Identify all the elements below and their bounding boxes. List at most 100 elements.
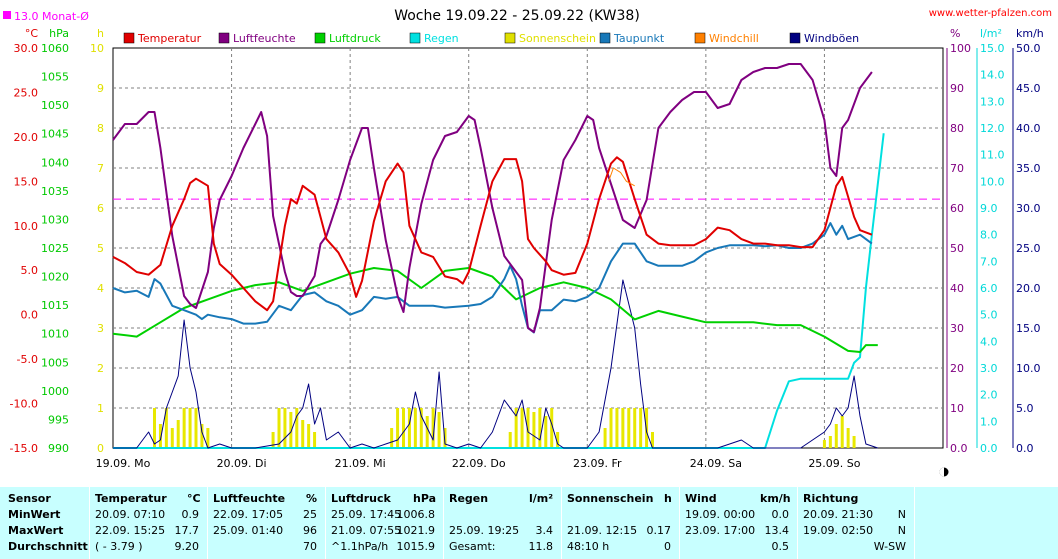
axis-tick-label: 45.0: [1016, 82, 1041, 95]
hdr-temperatur: Temperatur: [95, 492, 167, 505]
axis-tick-label: 9.0: [980, 202, 998, 215]
stats-table: Sensor Temperatur °C Luftfeuchte % Luftd…: [0, 487, 1058, 559]
stats-cell-s-time: 21.09. 12:15: [567, 524, 638, 537]
axis-tick-label: 70: [950, 162, 964, 175]
axis-tick-label: 15.0: [980, 42, 1005, 55]
chart-series: [112, 63, 885, 449]
stats-cell-lf-val: 96: [303, 524, 317, 537]
axis-tick-label: 35.0: [1016, 162, 1041, 175]
legend-swatch: [218, 32, 230, 44]
stats-cell-ld-time: 21.09. 07:55: [331, 524, 402, 537]
stats-cell-r-val: 3.4: [535, 524, 554, 537]
axis-tick-label: 10.0: [1016, 362, 1041, 375]
sunshine-bar: [295, 408, 299, 448]
axis-tick-label: 60: [950, 202, 964, 215]
axis-unit-label: km/h: [1016, 27, 1044, 40]
sunshine-bar: [508, 432, 512, 448]
sunshine-bar: [609, 408, 613, 448]
sunshine-bar: [514, 408, 518, 448]
sunshine-bar: [627, 408, 631, 448]
sunshine-bar: [425, 416, 429, 448]
sunshine-bar: [194, 408, 198, 448]
sunshine-bar: [307, 424, 311, 448]
series-line-windchill: [608, 167, 635, 187]
axis-tick-label: 25.0: [14, 86, 39, 99]
axis-tick-label: 80: [950, 122, 964, 135]
stats-cell-d-time: 19.09. 02:50: [803, 524, 874, 537]
axis-tick-label: 4.0: [980, 335, 998, 348]
series-line-taupunkt: [112, 222, 873, 334]
axis-tick-label: 13.0: [980, 95, 1005, 108]
axis-tick-label: 0.0: [980, 442, 998, 455]
stats-cell-label: MinWert: [8, 508, 61, 521]
stats-cell-w-val: 13.4: [764, 524, 790, 537]
stats-cell-w-val: 0.5: [771, 540, 790, 553]
hdr-wind: Wind: [685, 492, 717, 505]
chart-title: Woche 19.09.22 - 25.09.22 (KW38): [394, 8, 640, 24]
sunshine-bar: [621, 408, 625, 448]
moon-icon-highlight: [939, 467, 944, 477]
sunshine-bar: [419, 408, 423, 448]
stats-cell-r-time: Gesamt:: [449, 540, 496, 553]
legend-label: Taupunkt: [613, 32, 665, 45]
sunshine-bar: [158, 424, 162, 448]
stats-cell-d-time: 20.09. 21:30: [803, 508, 874, 521]
sunshine-bar: [550, 408, 554, 448]
x-tick-label: 23.09. Fr: [573, 457, 622, 470]
sunshine-bar: [170, 428, 174, 448]
stats-cell-t-time: 22.09. 15:25: [95, 524, 166, 537]
axis-tick-label: 9: [97, 82, 104, 95]
stats-cell-w-val: 0.0: [771, 508, 790, 521]
axis-tick-label: 8: [97, 122, 104, 135]
sunshine-bar: [852, 436, 856, 448]
axis-tick-label: 2.0: [980, 389, 998, 402]
axis-tick-label: 0.0: [21, 309, 39, 322]
sunshine-bar: [603, 428, 607, 448]
axis-tick-label: 5.0: [980, 309, 998, 322]
sunshine-bar: [283, 408, 287, 448]
axis-tick-label: 50.0: [1016, 42, 1041, 55]
sunshine-bar: [834, 424, 838, 448]
legend-swatch: [123, 32, 135, 44]
sunshine-bar: [271, 432, 275, 448]
hdr-sensor: Sensor: [8, 492, 51, 505]
axis-tick-label: 1045: [41, 128, 69, 141]
axis-tick-label: 30.0: [14, 42, 39, 55]
axis-tick-label: 40: [950, 282, 964, 295]
axis-tick-label: 1030: [41, 213, 69, 226]
stats-cell-s-time: 48:10 h: [567, 540, 610, 553]
sunshine-bar: [390, 428, 394, 448]
axis-tick-label: 90: [950, 82, 964, 95]
series-line-regen: [113, 133, 885, 449]
axis-tick-label: 0: [97, 442, 104, 455]
axis-tick-label: 15.0: [14, 175, 39, 188]
stats-cell-ld-val: 1006.8: [396, 508, 436, 521]
stats-cell-label: MaxWert: [8, 524, 64, 537]
sunshine-bar: [615, 408, 619, 448]
legend-label: Sonnenschein: [519, 32, 596, 45]
chart-axes: °C30.025.020.015.010.05.00.0-5.0-10.0-15…: [10, 27, 1044, 455]
sunshine-bar: [402, 408, 405, 448]
axis-tick-label: 6: [97, 202, 104, 215]
stats-cell-s-val: 0.17: [646, 524, 672, 537]
stats-cell-ld-time: 25.09. 17:45: [331, 508, 402, 521]
axis-tick-label: 1020: [41, 271, 69, 284]
hdr-sonne: Sonnenschein: [567, 492, 654, 505]
axis-tick-label: 1015: [41, 299, 69, 312]
month-avg-label: 13.0 Monat-Ø: [14, 10, 89, 23]
sunshine-bar: [182, 408, 186, 448]
hdr-regen-unit: l/m²: [529, 492, 554, 505]
axis-tick-label: 1025: [41, 242, 69, 255]
axis-tick-label: 10: [90, 42, 104, 55]
stats-cell-t-val: 17.7: [174, 524, 200, 537]
legend-label: Temperatur: [137, 32, 202, 45]
axis-tick-label: 7: [97, 162, 104, 175]
sunshine-bar: [633, 408, 637, 448]
hdr-wind-unit: km/h: [760, 492, 791, 505]
axis-tick-label: 990: [48, 442, 69, 455]
axis-tick-label: 5: [97, 242, 104, 255]
sunshine-bar: [301, 420, 305, 448]
axis-tick-label: 25.0: [1016, 242, 1041, 255]
stats-cell-w-time: 19.09. 00:00: [685, 508, 756, 521]
stats-cell-lf-time: 22.09. 17:05: [213, 508, 284, 521]
